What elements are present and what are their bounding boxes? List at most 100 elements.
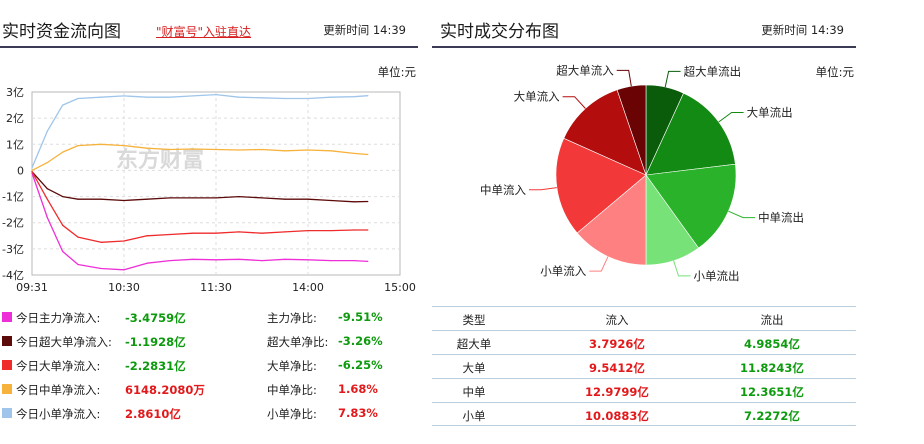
stat-row-medium: 今日中单净流入: 6148.2080万 中单净比: 1.68% <box>0 378 418 402</box>
distribution-unit: 单位:元 <box>815 65 854 79</box>
data-point <box>62 195 64 198</box>
data-point <box>238 96 240 98</box>
data-point <box>123 144 125 147</box>
fund-flow-line-chart: 东方财富 3亿 2亿 1亿 0 -1亿 -2亿 -3亿 -4亿 09:31 10:30 11:30… <box>2 86 416 294</box>
data-point <box>330 96 332 98</box>
data-point <box>238 258 240 260</box>
y-tick-label: -1亿 <box>2 191 24 204</box>
pie-slice-label: 小单流出 <box>694 269 740 283</box>
data-point <box>307 229 309 232</box>
data-point <box>169 96 171 98</box>
pie-slice <box>555 137 647 234</box>
data-point <box>353 96 355 98</box>
stat-value: 2.8610亿 <box>125 407 181 421</box>
pie-slices <box>555 84 737 266</box>
stat-label: 今日小单净流入: <box>16 407 101 421</box>
row-type: 超大单 <box>456 337 492 351</box>
stat-row-large: 今日大单净流入: -2.2831亿 大单净比: -6.25% <box>0 354 418 378</box>
data-point <box>77 263 79 266</box>
stat-label: 今日大单净流入: <box>16 359 101 373</box>
data-point <box>192 197 194 199</box>
data-point <box>146 147 148 149</box>
stat-ratio-value: 7.83% <box>338 406 378 420</box>
distribution-title: 实时成交分布图 <box>440 22 559 42</box>
pie-slice-label: 小单流入 <box>540 264 586 278</box>
row-outflow: 12.3651亿 <box>740 385 804 399</box>
data-point <box>123 199 125 202</box>
data-point <box>192 258 194 260</box>
data-point <box>146 96 148 98</box>
table-row: 大单 9.5412亿 11.8243亿 <box>432 354 856 378</box>
data-point <box>353 260 355 262</box>
table-header-row: 类型 流入 流出 <box>432 306 856 330</box>
data-point <box>77 144 79 147</box>
stat-ratio-value: -6.25% <box>338 358 383 372</box>
data-point <box>77 236 79 238</box>
data-point <box>77 97 79 100</box>
data-point <box>367 153 369 156</box>
data-point <box>307 198 309 200</box>
pie-leader-line <box>664 70 681 88</box>
data-point <box>46 188 48 190</box>
data-point <box>146 262 148 264</box>
legend-swatch <box>2 336 12 346</box>
pie-slice-label: 超大单流出 <box>684 64 742 78</box>
stat-ratio-label: 小单净比: <box>267 407 317 421</box>
fund-flow-panel: 实时资金流向图 "财富号"入驻直达 更新时间 14:39 单位:元 东方财富 3… <box>0 0 418 444</box>
stat-label: 今日中单净流入: <box>16 383 101 397</box>
data-point <box>367 260 369 263</box>
stat-row-small: 今日小单净流入: 2.8610亿 小单净比: 7.83% <box>0 402 418 426</box>
y-tick-label: -2亿 <box>2 217 24 230</box>
data-point <box>284 150 286 152</box>
pie-slice-label: 大单流出 <box>747 106 793 120</box>
header-type: 类型 <box>462 313 486 327</box>
data-point <box>353 152 355 155</box>
data-point <box>307 259 309 261</box>
data-point <box>330 199 332 202</box>
stat-value: -1.1928亿 <box>125 335 186 349</box>
header-outflow: 流出 <box>760 313 784 327</box>
stat-ratio-label: 主力净比: <box>267 311 317 325</box>
data-point <box>169 197 171 199</box>
data-point <box>353 229 355 231</box>
data-point <box>46 198 48 200</box>
stat-ratio-label: 中单净比: <box>267 383 317 397</box>
row-type: 中单 <box>462 385 486 399</box>
y-tick-label: 0 <box>17 164 24 177</box>
pie-leader-line <box>673 260 691 277</box>
data-point <box>330 260 332 262</box>
row-type: 小单 <box>462 409 486 423</box>
stat-value: -2.2831亿 <box>125 359 186 373</box>
data-point <box>31 171 33 173</box>
stat-ratio-value: -3.26% <box>338 334 383 348</box>
caifuhao-link[interactable]: "财富号"入驻直达 <box>156 25 252 39</box>
stat-row-super-large: 今日超大单净流入: -1.1928亿 超大单净比: -3.26% <box>0 330 418 354</box>
data-point <box>284 198 286 200</box>
data-point <box>62 250 64 253</box>
table-row: 中单 12.9799亿 12.3651亿 <box>432 378 856 402</box>
pie-slice-label: 中单流出 <box>758 211 804 225</box>
data-point <box>46 216 48 219</box>
data-point <box>330 229 332 232</box>
table-row: 超大单 3.7926亿 4.9854亿 <box>432 330 856 354</box>
legend-swatch <box>2 384 12 394</box>
stat-label: 今日超大单净流入: <box>16 335 112 349</box>
pie-leader-line <box>718 112 744 123</box>
data-point <box>46 130 48 132</box>
y-axis-ticks: 3亿 2亿 1亿 0 -1亿 -2亿 -3亿 -4亿 <box>2 86 24 282</box>
legend-swatch <box>2 408 12 418</box>
row-inflow: 10.0883亿 <box>585 409 649 423</box>
x-axis-ticks: 09:31 10:30 11:30 14:00 15:00 <box>16 281 416 294</box>
fund-flow-update-time: 更新时间 14:39 <box>323 23 406 37</box>
data-point <box>215 197 217 199</box>
pie-slice-label: 超大单流入 <box>556 63 614 77</box>
data-point <box>62 224 64 226</box>
data-point <box>169 148 171 151</box>
distribution-update-time: 更新时间 14:39 <box>761 23 844 37</box>
data-point <box>284 97 286 100</box>
data-point <box>330 150 332 152</box>
table-row: 小单 10.0883亿 7.2272亿 <box>432 402 856 426</box>
stat-label: 今日主力净流入: <box>16 311 101 325</box>
row-outflow: 7.2272亿 <box>744 409 800 423</box>
data-point <box>215 232 217 234</box>
